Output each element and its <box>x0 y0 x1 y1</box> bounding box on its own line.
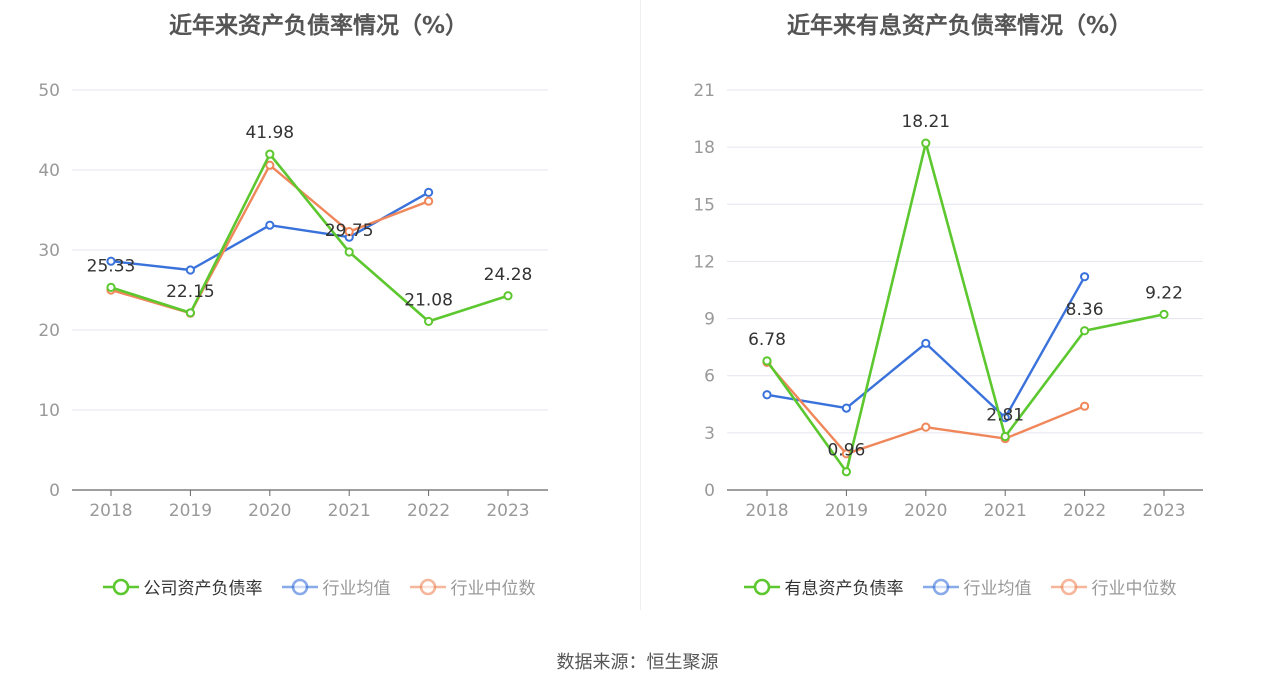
right-data-label: 2.81 <box>986 405 1024 425</box>
right-x-tick-label: 2018 <box>745 501 788 521</box>
legend-line-marker-icon <box>409 578 446 595</box>
left-chart-legend: 公司资产负债率 行业均值 行业中位数 <box>0 574 637 599</box>
right-company-point[interactable] <box>1159 309 1169 319</box>
left-chart-panel: 近年来资产负债率情况（%） 0 10 20 30 40 50 2018 2019 2020 202… <box>0 0 637 620</box>
legend-item-industry-mean[interactable]: 行业均值 <box>922 574 1032 599</box>
left-x-tick-label: 2023 <box>486 501 529 521</box>
left-industry-median-line <box>110 163 430 315</box>
right-company-point[interactable] <box>841 467 851 477</box>
right-y-tick-label: 21 <box>693 81 715 101</box>
left-x-tick-label: 2022 <box>407 501 450 521</box>
left-chart-plot: 0 10 20 30 40 50 2018 2019 2020 2021 2022 2023 25.33… <box>38 81 548 521</box>
legend-label: 行业均值 <box>963 579 1032 599</box>
legend-item-industry-mean[interactable]: 行业均值 <box>281 574 391 599</box>
left-x-tick-label: 2018 <box>89 501 132 521</box>
right-data-label: 8.36 <box>1066 300 1104 320</box>
legend-item-company[interactable]: 公司资产负债率 <box>102 574 263 599</box>
left-industry-mean-point[interactable] <box>185 265 195 275</box>
left-y-tick-label: 10 <box>38 401 60 421</box>
legend-item-industry-median[interactable]: 行业中位数 <box>1050 574 1177 599</box>
left-industry-mean-line <box>110 191 430 272</box>
right-company-line <box>765 141 1165 474</box>
right-company-point[interactable] <box>1000 431 1010 442</box>
right-data-label: 6.78 <box>748 330 786 350</box>
legend-line-marker-icon <box>1050 578 1087 595</box>
right-chart-panel: 近年来有息资产负债率情况（%） 0 3 6 9 12 15 18 21 2018 2019 2020… <box>641 0 1275 620</box>
left-company-point[interactable] <box>424 316 434 326</box>
right-y-tick-label: 15 <box>693 195 715 215</box>
left-industry-mean-point[interactable] <box>265 220 275 230</box>
right-industry-mean-point[interactable] <box>841 403 851 413</box>
right-industry-mean-point[interactable] <box>1080 272 1090 282</box>
right-x-tick-label: 2019 <box>825 501 868 521</box>
legend-line-marker-icon <box>102 578 139 595</box>
right-x-tick-label: 2021 <box>984 501 1027 521</box>
right-y-tick-label: 9 <box>704 310 715 330</box>
right-y-tick-label: 18 <box>693 138 715 158</box>
right-chart-legend: 有息资产负债率 行业均值 行业中位数 <box>641 574 1275 599</box>
left-company-point[interactable] <box>185 308 195 318</box>
left-industry-mean-point[interactable] <box>424 187 434 197</box>
left-y-tick-label: 20 <box>38 321 60 341</box>
right-chart-plot: 0 3 6 9 12 15 18 21 2018 2019 2020 2021 2022 2023 6.78… <box>693 81 1203 521</box>
left-company-point[interactable] <box>503 291 513 301</box>
legend-label: 有息资产负债率 <box>784 579 904 599</box>
right-industry-median-point[interactable] <box>1080 401 1090 411</box>
right-industry-mean-point[interactable] <box>921 338 931 348</box>
legend-line-marker-icon <box>743 578 780 595</box>
legend-label: 行业中位数 <box>450 579 536 599</box>
right-x-tick-label: 2023 <box>1142 501 1185 521</box>
left-x-tick-label: 2021 <box>328 501 371 521</box>
right-x-tick-label: 2022 <box>1063 501 1106 521</box>
legend-label: 公司资产负债率 <box>143 579 263 599</box>
left-data-label: 24.28 <box>484 265 533 285</box>
right-industry-mean-point[interactable] <box>762 390 772 400</box>
data-source-note: 数据来源：恒生聚源 <box>556 652 719 673</box>
right-y-tick-label: 3 <box>704 424 715 444</box>
left-y-tick-label: 30 <box>38 241 60 261</box>
right-company-point[interactable] <box>762 356 772 366</box>
left-x-tick-label: 2020 <box>248 501 291 521</box>
left-grid <box>72 89 548 411</box>
left-x-tick-label: 2019 <box>169 501 212 521</box>
left-chart-title: 近年来资产负债率情况（%） <box>168 13 469 39</box>
left-company-point[interactable] <box>265 149 275 159</box>
left-company-point[interactable] <box>106 282 116 292</box>
legend-item-company[interactable]: 有息资产负债率 <box>743 574 904 599</box>
right-y-tick-label: 12 <box>693 252 715 272</box>
right-x-tick-label: 2020 <box>904 501 947 521</box>
right-y-tick-label: 6 <box>704 367 715 387</box>
legend-line-marker-icon <box>922 578 959 595</box>
left-industry-median-point[interactable] <box>424 196 434 206</box>
left-industry-mean-point[interactable] <box>106 256 116 266</box>
left-y-tick-label: 50 <box>38 81 60 101</box>
left-data-label: 22.15 <box>166 282 215 302</box>
left-data-label: 25.33 <box>87 256 136 276</box>
left-company-point[interactable] <box>344 247 354 257</box>
left-data-label: 29.75 <box>325 221 374 241</box>
legend-item-industry-median[interactable]: 行业中位数 <box>409 574 536 599</box>
legend-label: 行业中位数 <box>1091 579 1177 599</box>
legend-label: 行业均值 <box>322 579 391 599</box>
right-y-tick-label: 0 <box>704 481 715 501</box>
left-y-tick-label: 40 <box>38 161 60 181</box>
right-chart-title: 近年来有息资产负债率情况（%） <box>786 13 1133 39</box>
left-y-tick-label: 0 <box>49 481 60 501</box>
right-company-point[interactable] <box>921 138 931 148</box>
right-company-point[interactable] <box>1080 326 1090 336</box>
legend-line-marker-icon <box>281 578 318 595</box>
right-industry-median-point[interactable] <box>921 422 931 432</box>
left-company-line <box>110 152 509 323</box>
right-data-label: 18.21 <box>901 112 950 132</box>
left-data-label: 21.08 <box>404 290 453 310</box>
left-data-label: 41.98 <box>245 123 294 143</box>
right-data-label: 0.96 <box>827 441 865 461</box>
panel-divider <box>640 0 641 610</box>
left-industry-median-point[interactable] <box>265 160 275 170</box>
right-industry-mean-point[interactable] <box>1000 413 1010 423</box>
right-data-label: 9.22 <box>1145 283 1183 303</box>
left-industry-median-point[interactable] <box>344 227 354 237</box>
